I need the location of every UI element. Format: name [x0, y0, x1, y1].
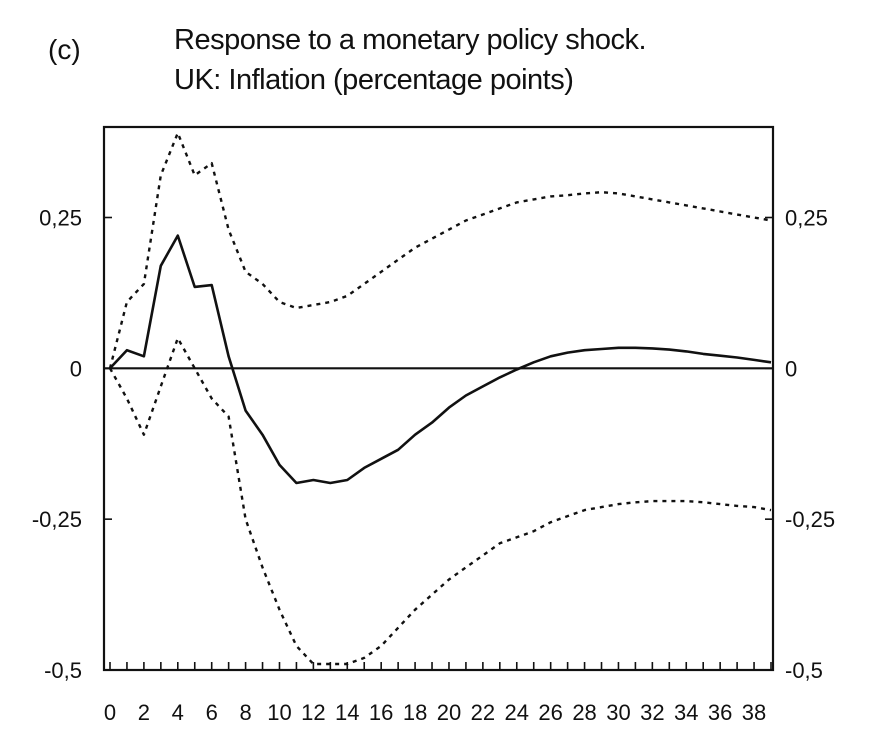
series-line-dotted-2	[108, 337, 772, 666]
y-tick-label-right: 0	[785, 356, 797, 381]
x-tick-label: 18	[403, 700, 427, 725]
series-layer	[108, 131, 772, 666]
x-tick-label: 16	[369, 700, 393, 725]
y-tick-label-right: 0,25	[785, 206, 828, 231]
plot-border	[102, 125, 775, 672]
plot-frame	[102, 125, 775, 672]
x-tick-label: 38	[742, 700, 766, 725]
x-tick-label: 34	[674, 700, 698, 725]
tick-labels: 0 2 4 6 8 10 12 14 16 18 20 22 24 26 28 30 32 34 36 38-0,5-…	[32, 206, 835, 726]
y-tick-label-left: -0,25	[32, 507, 82, 532]
series-line-dotted-1	[108, 131, 772, 369]
chart-title: Response to a monetary policy shock.	[174, 24, 647, 56]
x-tick-label: 8	[239, 700, 251, 725]
x-tick-label: 6	[206, 700, 218, 725]
chart-subtitle: UK: Inflation (percentage points)	[174, 64, 574, 96]
y-tick-label-left: 0	[70, 356, 82, 381]
x-tick-label: 20	[437, 700, 461, 725]
x-tick-label: 26	[538, 700, 562, 725]
x-tick-label: 12	[301, 700, 325, 725]
y-tick-label-left: 0,25	[39, 206, 82, 231]
x-tick-label: 0	[104, 700, 116, 725]
chart-title-block: Response to a monetary policy shock. UK:…	[174, 20, 647, 100]
x-tick-label: 2	[138, 700, 150, 725]
x-tick-label: 10	[267, 700, 291, 725]
series-line-solid	[109, 234, 772, 485]
x-tick-label: 22	[471, 700, 495, 725]
x-tick-label: 32	[640, 700, 664, 725]
y-tick-label-right: -0,25	[785, 507, 835, 532]
y-tick-label-right: -0,5	[785, 658, 823, 683]
x-tick-label: 24	[505, 700, 529, 725]
x-tick-label: 14	[335, 700, 359, 725]
y-tick-label-left: -0,5	[44, 658, 82, 683]
panel-label: (c)	[48, 34, 81, 65]
x-tick-label: 36	[708, 700, 732, 725]
x-tick-label: 4	[172, 700, 184, 725]
x-tick-label: 30	[606, 700, 630, 725]
axis-ticks	[104, 216, 773, 671]
x-tick-label: 28	[572, 700, 596, 725]
